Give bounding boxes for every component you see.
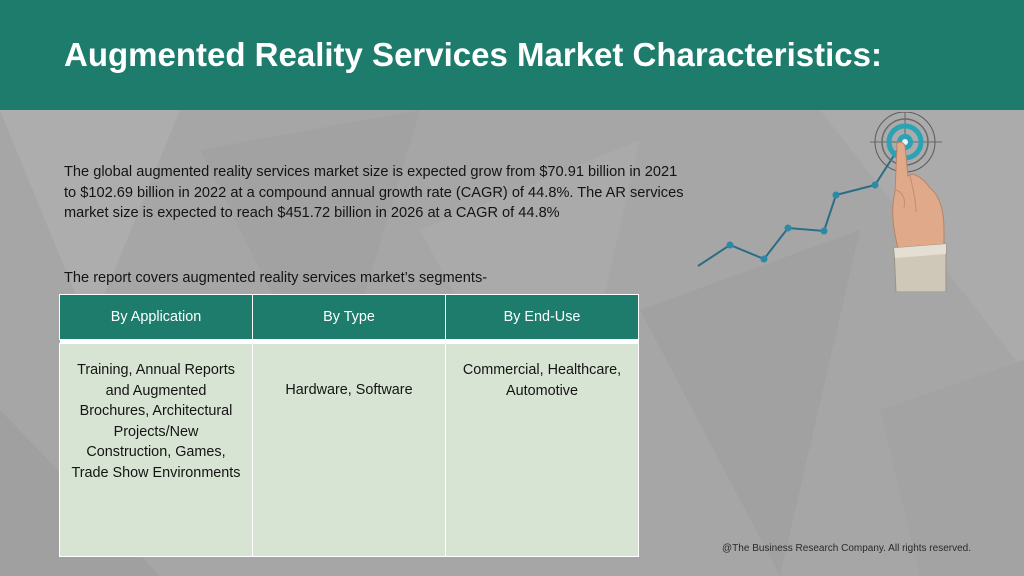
table-spacer <box>59 339 639 344</box>
cell-end-use: Commercial, Healthcare, Automotive <box>445 343 639 557</box>
hand-touching-target-growth-chart-icon <box>697 112 947 292</box>
segments-intro: The report covers augmented reality serv… <box>64 270 488 286</box>
header-by-end-use: By End-Use <box>445 294 639 340</box>
cell-type: Hardware, Software <box>252 343 446 557</box>
market-size-paragraph: The global augmented reality services ma… <box>64 164 684 221</box>
copyright-footer: @The Business Research Company. All righ… <box>722 543 971 554</box>
slide-title: Augmented Reality Services Market Charac… <box>64 36 883 73</box>
header-by-application: By Application <box>59 294 253 340</box>
table-row: Training, Annual Reports and Augmented B… <box>59 343 639 557</box>
header-by-type: By Type <box>252 294 446 340</box>
header-bar: Augmented Reality Services Market Charac… <box>0 0 1024 110</box>
cell-application: Training, Annual Reports and Augmented B… <box>59 343 253 557</box>
segments-header-row: By Application By Type By End-Use <box>59 294 639 340</box>
segments-table: By Application By Type By End-Use Traini… <box>59 294 639 557</box>
